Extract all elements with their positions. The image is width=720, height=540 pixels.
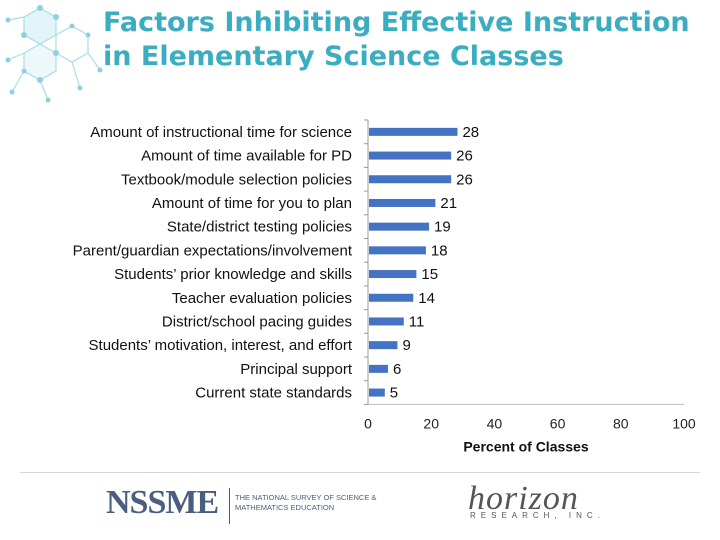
- data-label: 21: [440, 195, 457, 212]
- bar: [369, 151, 452, 160]
- x-tick-label: 60: [550, 415, 566, 431]
- bar: [369, 388, 385, 397]
- bar: [369, 198, 436, 207]
- data-label: 26: [456, 171, 473, 188]
- footer-divider: [20, 472, 700, 473]
- nssme-logo-subtitle: The National Survey of Science & Mathema…: [235, 493, 377, 512]
- category-label: Teacher evaluation policies: [172, 290, 352, 307]
- data-label: 28: [462, 124, 479, 141]
- bar: [369, 175, 452, 184]
- horizon-logo-subtitle: RESEARCH, INC.: [470, 511, 605, 520]
- bar: [369, 364, 388, 373]
- bar: [369, 293, 414, 302]
- x-tick-label: 100: [672, 415, 696, 431]
- bar: [369, 317, 404, 326]
- category-label: Students’ prior knowledge and skills: [114, 266, 352, 283]
- category-label: Current state standards: [195, 385, 352, 402]
- category-label: Principal support: [240, 361, 353, 378]
- bar: [369, 341, 398, 350]
- horizontal-bar-chart: Amount of instructional time for science…: [73, 119, 696, 454]
- category-label: Students’ motivation, interest, and effo…: [89, 337, 353, 354]
- hexagon-network-decoration: [5, 5, 103, 103]
- horizon-logo: horizon: [468, 480, 579, 517]
- data-label: 18: [431, 242, 448, 259]
- category-label: Parent/guardian expectations/involvement: [73, 242, 353, 259]
- data-label: 11: [409, 313, 425, 330]
- bar: [369, 270, 417, 279]
- page-title: Factors Inhibiting Effective Instruction…: [103, 7, 690, 72]
- bar: [369, 246, 426, 255]
- x-tick-label: 40: [487, 415, 503, 431]
- nssme-logo: NSSME: [106, 484, 219, 521]
- category-label: Amount of instructional time for science: [90, 124, 352, 141]
- x-tick-label: 20: [423, 415, 439, 431]
- data-label: 14: [418, 290, 435, 307]
- data-label: 5: [390, 385, 398, 402]
- data-label: 9: [402, 337, 410, 354]
- category-label: Textbook/module selection policies: [121, 171, 352, 188]
- data-label: 19: [434, 219, 451, 236]
- category-label: State/district testing policies: [167, 219, 352, 236]
- nssme-logo-separator: [229, 488, 230, 524]
- data-label: 26: [456, 148, 473, 165]
- x-tick-label: 80: [613, 415, 629, 431]
- x-axis-title: Percent of Classes: [463, 438, 588, 454]
- bar: [369, 127, 458, 136]
- category-label: Amount of time available for PD: [141, 148, 352, 165]
- data-label: 6: [393, 361, 401, 378]
- x-tick-label: 0: [364, 415, 372, 431]
- category-label: Amount of time for you to plan: [152, 195, 352, 212]
- bar: [369, 222, 430, 231]
- category-label: District/school pacing guides: [162, 313, 352, 330]
- data-label: 15: [421, 266, 438, 283]
